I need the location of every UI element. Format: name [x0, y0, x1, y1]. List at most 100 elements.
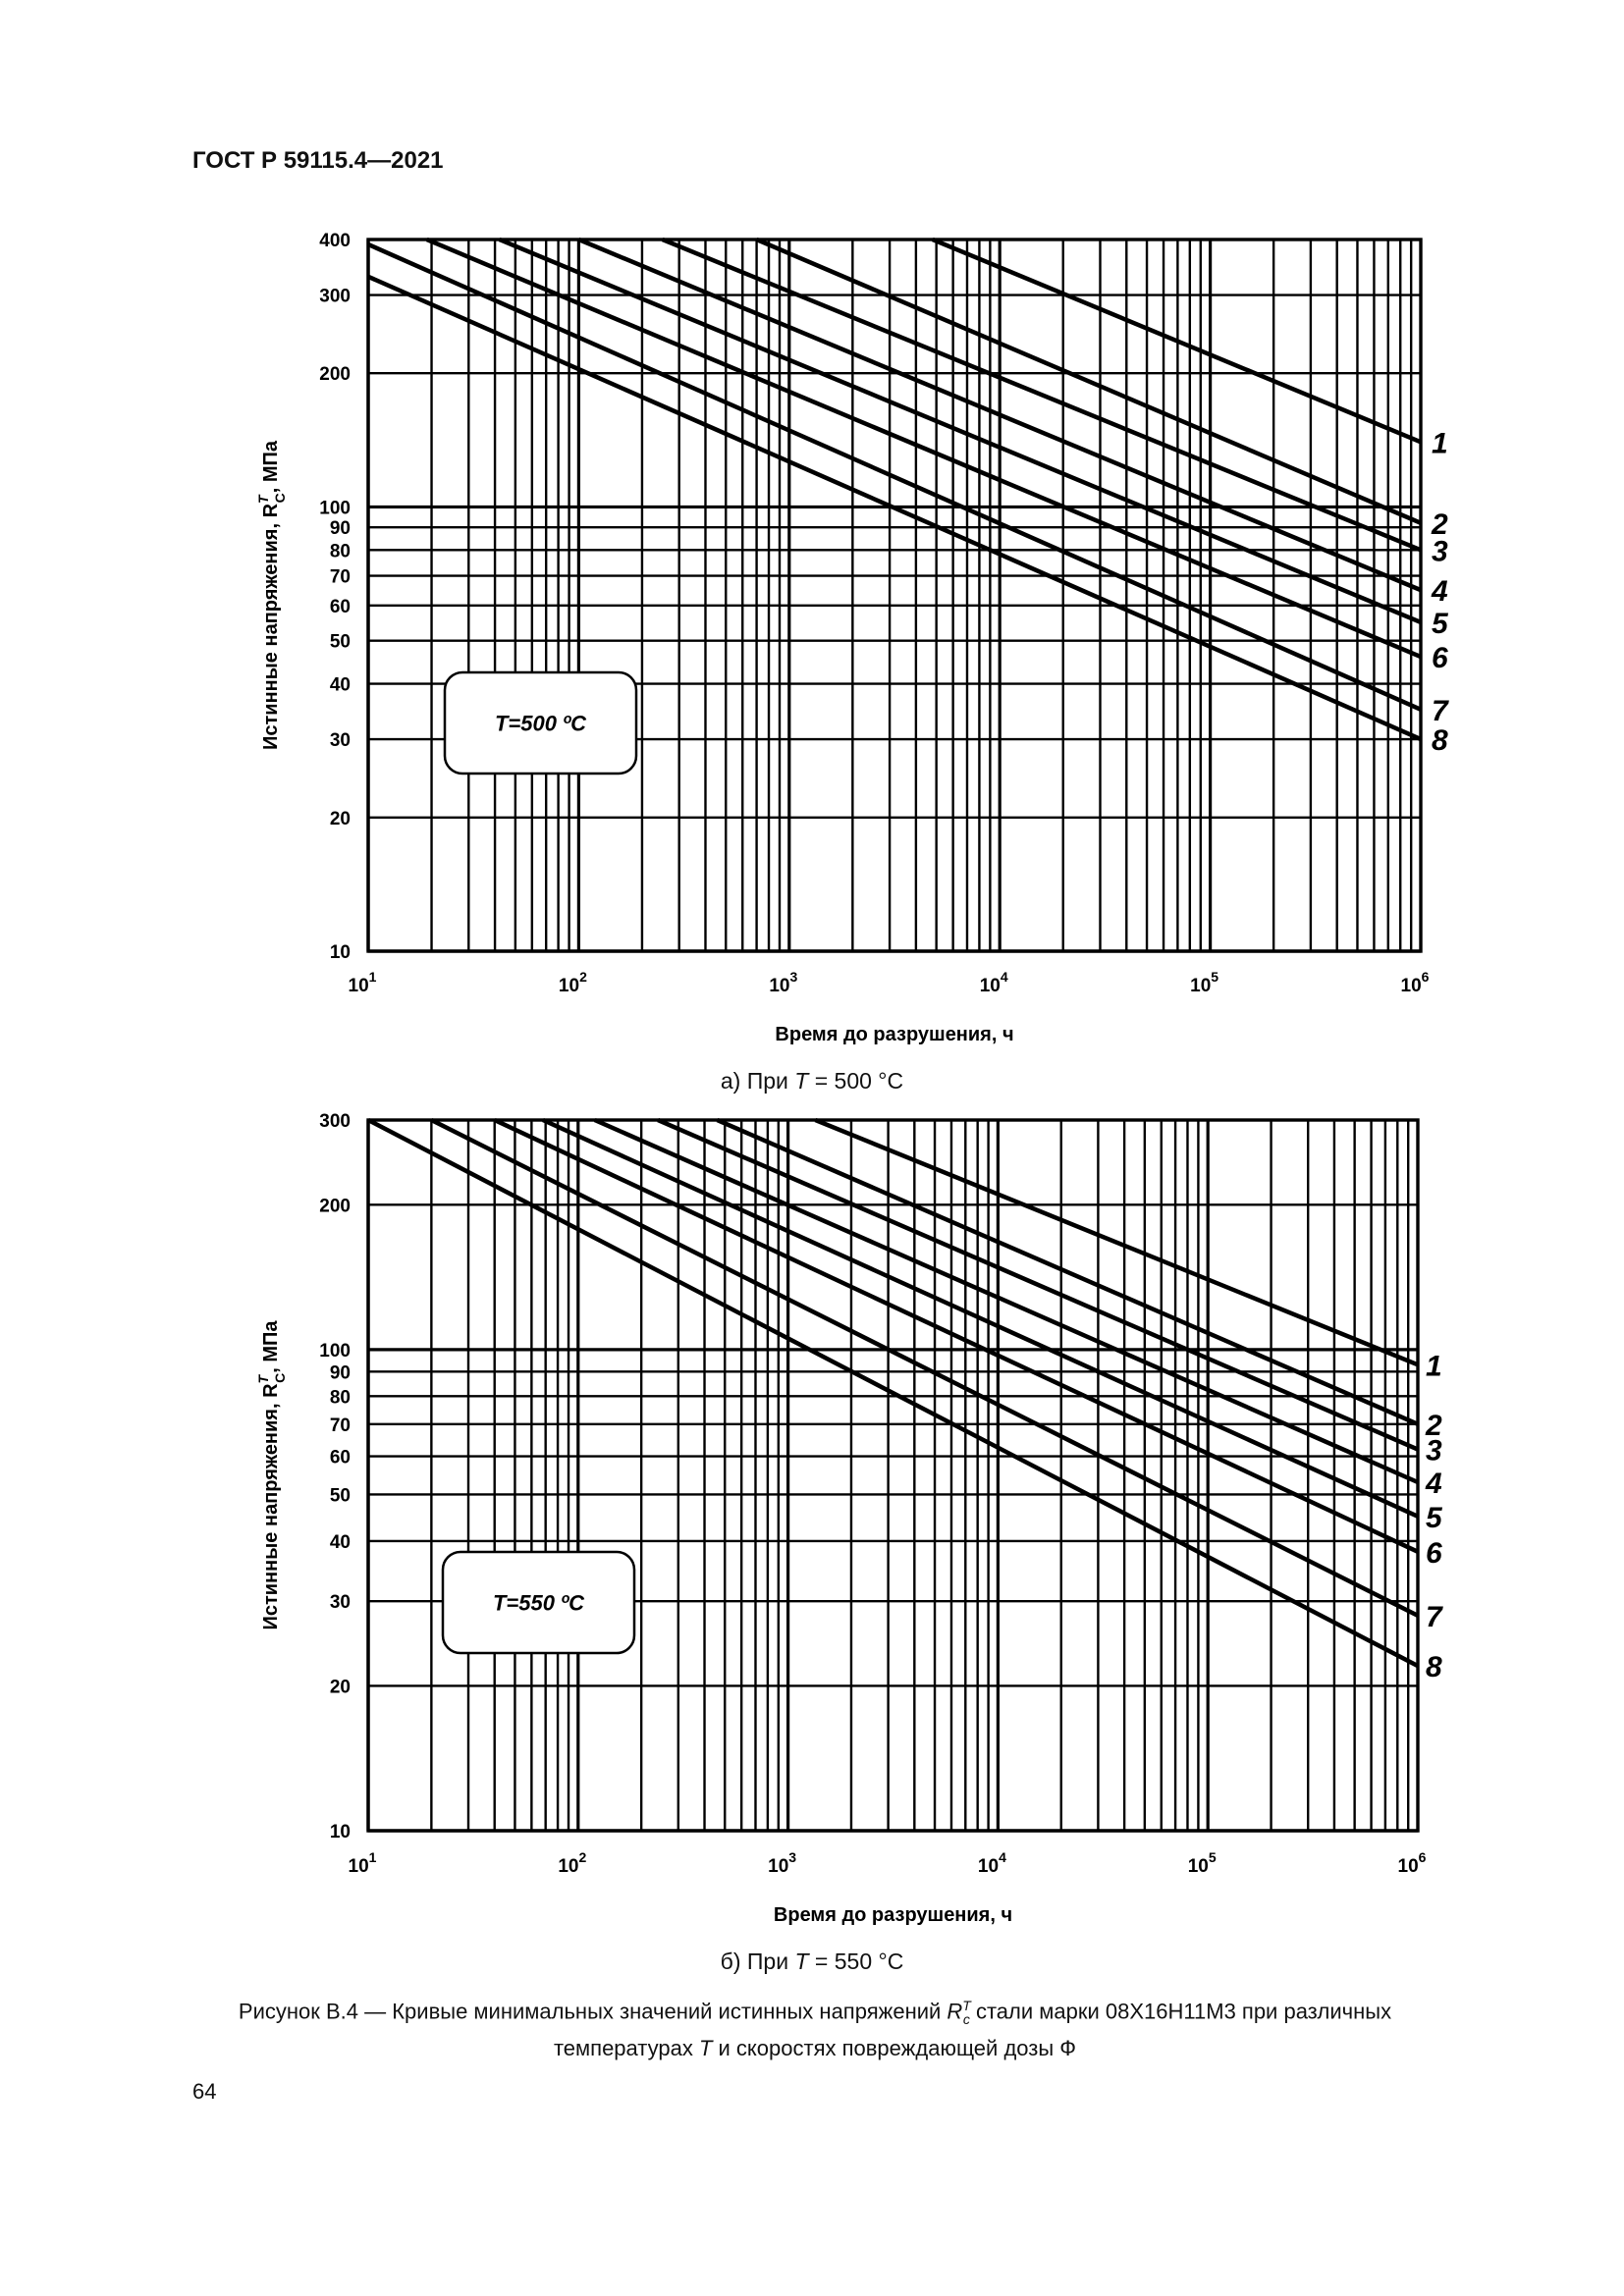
figure-caption: Рисунок В.4 — Кривые минимальных значени… [177, 1991, 1453, 2063]
y-tick-label: 30 [330, 1592, 351, 1613]
subcaption-a-suffix: = 500 °C [808, 1068, 904, 1094]
y-tick-label: 40 [330, 675, 351, 696]
series-line-2 [716, 1117, 1419, 1426]
grid-lines [366, 1118, 1418, 1833]
series-line-7 [367, 241, 1422, 712]
x-axis-label: Время до разрушения, ч [775, 1024, 1013, 1045]
plot-frame [366, 1118, 1420, 1833]
temperature-label: T=550 ºC [493, 1591, 585, 1616]
figure-caption-sub: c [962, 2010, 970, 2027]
y-tick-label: 100 [319, 1341, 351, 1362]
series-label-8: 8 [1426, 1651, 1442, 1683]
y-tick-label: 10 [330, 942, 351, 963]
x-tick-exponent: 2 [579, 969, 587, 985]
temperature-label: T=500 ºC [495, 712, 587, 736]
y-axis-label-sup: T [255, 1373, 271, 1383]
series-label-5: 5 [1432, 608, 1449, 640]
series-line-5 [498, 237, 1422, 625]
series-label-7: 7 [1432, 695, 1449, 727]
x-tick-exponent: 1 [369, 969, 377, 985]
figure-caption-symbol: R [947, 1999, 963, 2024]
x-tick-exponent: 4 [999, 1849, 1006, 1865]
y-axis-label-main: Истинные напряжения, R [260, 1383, 282, 1630]
y-tick-label: 60 [330, 597, 351, 617]
series-line-8 [366, 1118, 1420, 1669]
series-line-4 [577, 237, 1422, 593]
figure-caption-prefix: Рисунок В.4 — Кривые минимальных значени… [238, 1999, 947, 2024]
x-tick-exponent: 5 [1211, 969, 1218, 985]
subcaption-a-prefix: а) При [720, 1068, 795, 1094]
figure-caption-line2-b: и скоростях повреждающей дозы Ф [712, 2035, 1077, 2060]
x-tick-exponent: 4 [1001, 969, 1008, 985]
y-tick-label: 60 [330, 1448, 351, 1468]
x-tick-exponent: 2 [578, 1849, 586, 1865]
subcaption-b-suffix: = 550 °C [808, 1949, 904, 1974]
series-label-1: 1 [1432, 427, 1448, 459]
x-tick-exponent: 3 [789, 969, 797, 985]
y-tick-label: 40 [330, 1532, 351, 1553]
subcaption-b-prefix: б) При [720, 1949, 795, 1974]
series-line-1 [931, 237, 1422, 445]
series-label-4: 4 [1425, 1468, 1442, 1500]
y-axis-label-unit: , МПа [260, 440, 282, 493]
y-axis-label-unit: , МПа [260, 1320, 282, 1373]
y-axis-label-sup: T [255, 494, 271, 504]
series-label-5: 5 [1426, 1502, 1443, 1534]
series-label-2: 2 [1425, 1410, 1442, 1442]
document-header: ГОСТ Р 59115.4—2021 [192, 147, 444, 174]
y-tick-label: 80 [330, 541, 351, 561]
series-label-4: 4 [1431, 575, 1448, 608]
series-label-6: 6 [1426, 1537, 1442, 1570]
subcaption-b: б) При T = 550 °C [0, 1949, 1624, 1975]
x-tick-label: 104 [978, 1849, 1006, 1877]
series-line-5 [542, 1117, 1419, 1519]
y-tick-label: 100 [319, 498, 351, 518]
y-axis-label-sub: C [272, 1373, 288, 1383]
figure-caption-line2-symbol: T [698, 2035, 713, 2060]
subcaption-a: а) При T = 500 °C [0, 1068, 1624, 1095]
x-tick-label: 106 [1398, 1849, 1427, 1877]
y-tick-label: 200 [319, 364, 351, 385]
y-tick-label: 90 [330, 518, 351, 539]
temperature-box [443, 670, 638, 775]
y-tick-label: 30 [330, 730, 351, 751]
x-tick-exponent: 6 [1419, 1849, 1427, 1865]
series-line-6 [425, 237, 1422, 660]
subcaption-a-symbol: T [794, 1068, 809, 1094]
temperature-box [441, 1550, 636, 1655]
y-tick-label: 90 [330, 1362, 351, 1383]
series-line-3 [657, 1117, 1419, 1452]
series-line-1 [814, 1117, 1419, 1367]
figure-caption-sup: T [962, 1998, 971, 2013]
y-axis-label: Истинные напряжения, RTC, МПа [255, 1320, 288, 1630]
page-number: 64 [192, 2079, 217, 2104]
y-tick-label: 10 [330, 1822, 351, 1842]
y-tick-label: 300 [319, 287, 351, 307]
series-label-7: 7 [1426, 1601, 1443, 1633]
y-tick-label: 20 [330, 1677, 351, 1697]
series-label-8: 8 [1432, 724, 1448, 757]
x-tick-exponent: 3 [788, 1849, 796, 1865]
series-label-3: 3 [1432, 535, 1448, 567]
y-tick-label: 80 [330, 1387, 351, 1408]
x-tick-exponent: 5 [1209, 1849, 1217, 1865]
x-tick-label: 101 [349, 1849, 377, 1877]
y-tick-label: 300 [319, 1111, 351, 1132]
y-tick-label: 50 [330, 1485, 351, 1506]
x-tick-label: 102 [558, 1849, 586, 1877]
y-tick-label: 200 [319, 1196, 351, 1216]
y-tick-label: 70 [330, 1415, 351, 1436]
y-tick-label: 400 [319, 231, 351, 251]
series-line-7 [430, 1117, 1420, 1618]
x-tick-label: 105 [1188, 1849, 1217, 1877]
series-line-4 [593, 1117, 1419, 1485]
figure-caption-suffix: стали марки 08Х16Н11М3 при различных [969, 1999, 1392, 2024]
series-label-2: 2 [1431, 508, 1448, 541]
figure-caption-line2-a: температурах [553, 2035, 699, 2060]
series-line-8 [367, 274, 1422, 742]
series-line-6 [493, 1117, 1419, 1554]
series-label-1: 1 [1426, 1350, 1442, 1382]
y-axis-label-main: Истинные напряжения, R [260, 503, 282, 750]
